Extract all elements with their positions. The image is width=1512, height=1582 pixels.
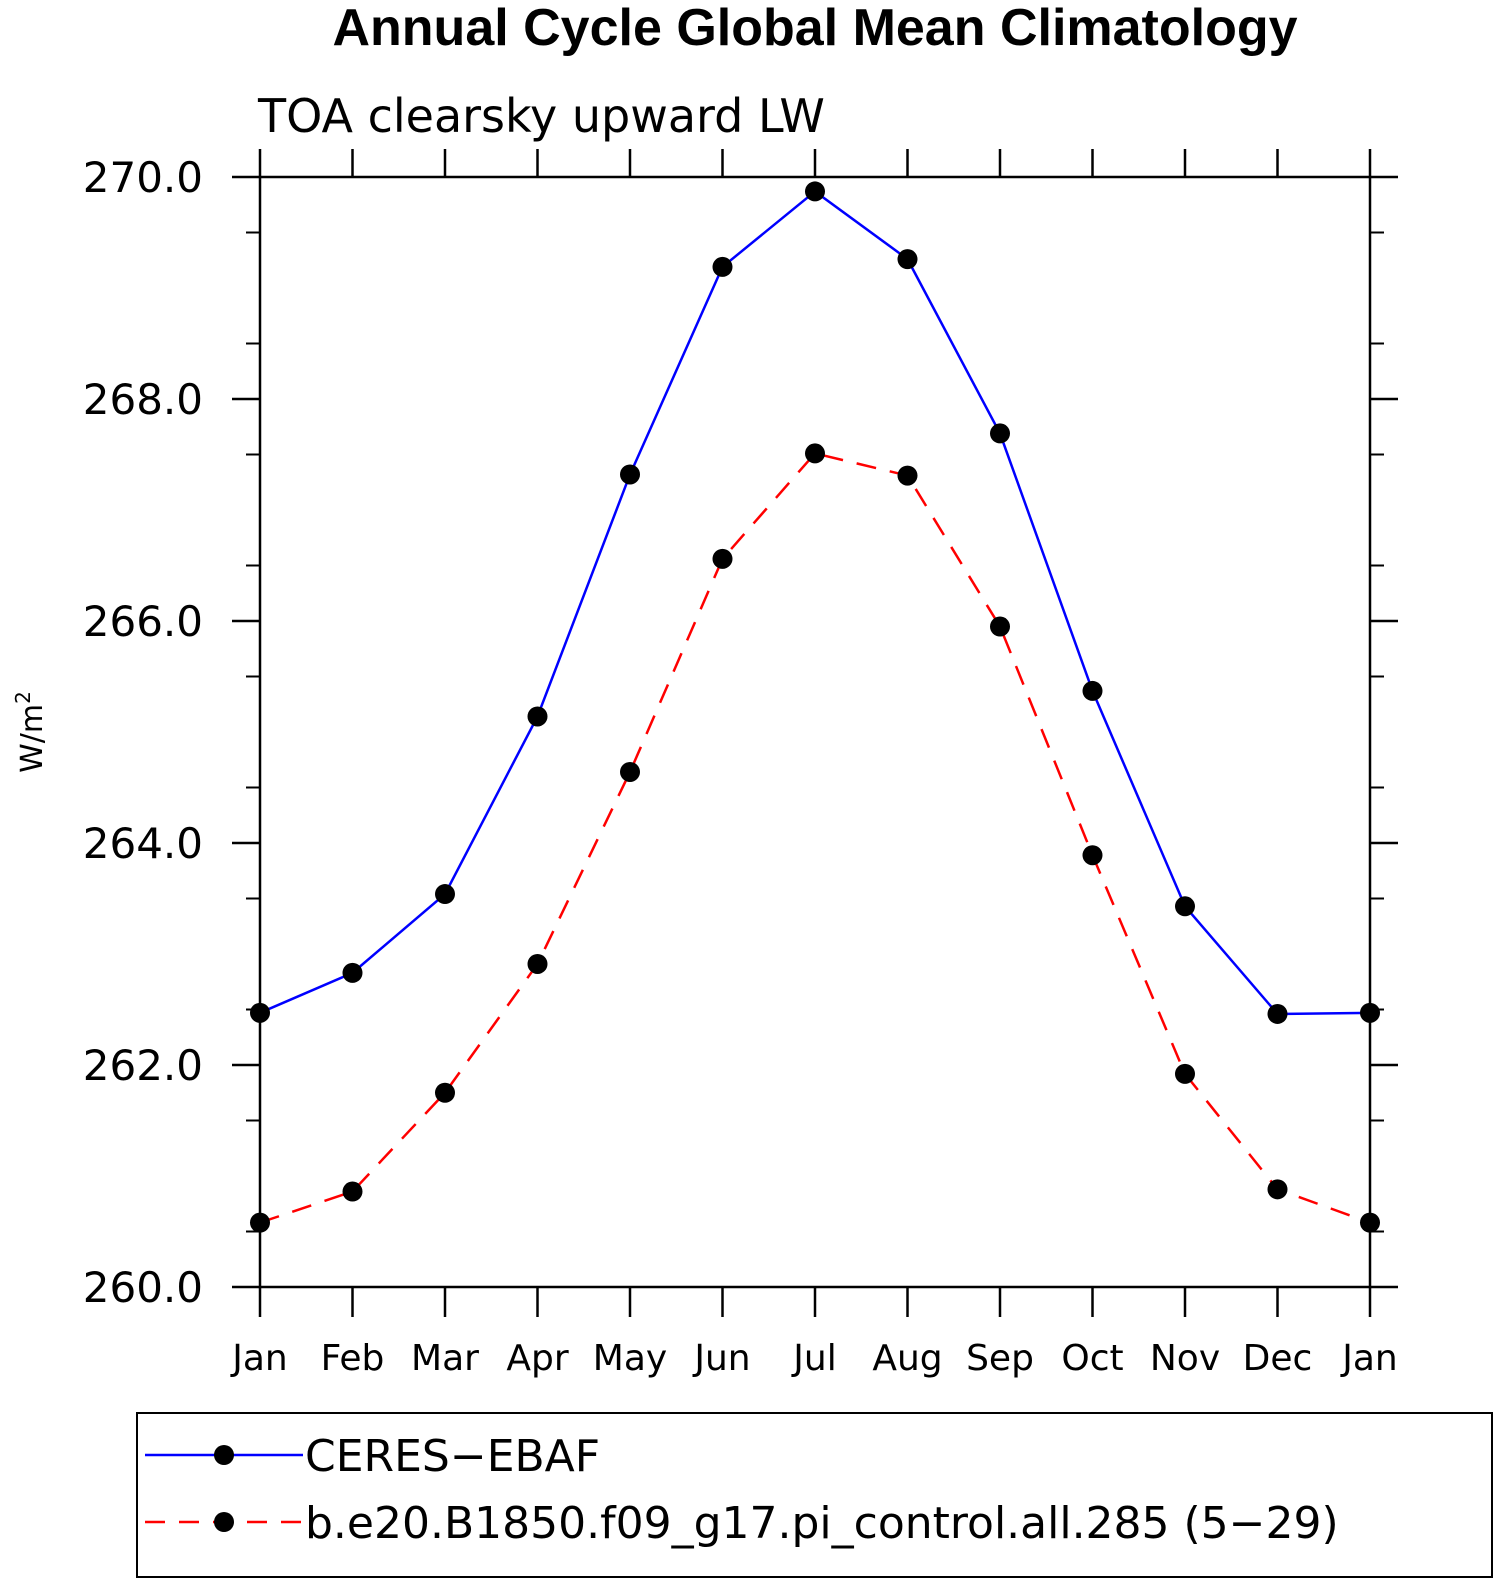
legend-label-1: CERES−EBAF: [305, 1431, 600, 1482]
legend-label-2: b.e20.B1850.f09_g17.pi_control.all.285 (…: [305, 1498, 1339, 1549]
data-point-series-1: [1360, 1002, 1380, 1023]
x-tick-label: Jun: [692, 1338, 750, 1379]
series-line-2: [259, 451, 1371, 1224]
legend-box: [136, 1412, 1493, 1578]
data-point-series-1: [712, 256, 733, 277]
data-point-series-2: [435, 1082, 455, 1103]
data-point-series-1: [342, 962, 363, 983]
y-tick-label: 266.0: [83, 597, 203, 646]
chart-title: Annual Cycle Global Mean Climatology: [332, 0, 1297, 57]
x-tick-label: Apr: [506, 1338, 568, 1379]
y-axis-label-text: W/m: [15, 704, 50, 773]
data-point-series-1: [1082, 680, 1103, 701]
x-tick-label: Mar: [411, 1338, 479, 1379]
data-point-series-1: [1175, 896, 1195, 917]
y-tick-label: 270.0: [83, 153, 203, 202]
x-tick-label: Jan: [1340, 1338, 1398, 1379]
axes: 260.0 262.0 264.0 266.0 268.0 270.0 Jan Feb Mar A…: [83, 149, 1398, 1379]
x-tick-label: Dec: [1243, 1338, 1313, 1379]
data-point-series-1: [250, 1002, 270, 1023]
y-tick-label: 262.0: [83, 1041, 203, 1090]
data-point-series-2: [990, 616, 1010, 637]
data-point-series-1: [897, 249, 918, 270]
y-tick-label: 264.0: [83, 819, 203, 868]
x-tick-label: Oct: [1061, 1338, 1123, 1379]
x-tick-label: Feb: [321, 1338, 385, 1379]
series-line-1: [259, 189, 1371, 1016]
data-point-series-2: [250, 1212, 270, 1233]
data-point-series-2: [805, 443, 825, 464]
data-point-series-1: [990, 423, 1010, 444]
data-point-series-1: [1267, 1003, 1288, 1024]
data-point-series-2: [897, 465, 918, 486]
series-layer: [250, 181, 1380, 1233]
data-point-series-1: [527, 706, 548, 727]
x-tick-label: May: [593, 1338, 667, 1379]
data-point-series-1: [435, 884, 455, 905]
x-tick-label: Jan: [230, 1338, 288, 1379]
data-point-series-2: [1267, 1179, 1288, 1200]
legend-marker-1: [214, 1445, 234, 1465]
y-tick-label: 260.0: [83, 1263, 203, 1312]
svg-text:W/m2: W/m2: [11, 691, 50, 773]
legend: CERES−EBAF b.e20.B1850.f09_g17.pi_control…: [145, 1431, 1339, 1549]
y-tick-label: 268.0: [83, 375, 203, 424]
y-axis-label-superscript: 2: [11, 691, 35, 704]
y-axis-label: W/m2: [11, 691, 50, 773]
data-point-series-2: [527, 953, 548, 974]
data-point-series-1: [620, 464, 640, 485]
data-point-series-2: [1082, 845, 1103, 866]
legend-marker-2: [214, 1512, 234, 1532]
plot-frame: [258, 175, 1372, 1289]
data-point-series-2: [1360, 1212, 1380, 1233]
x-tick-label: Aug: [872, 1338, 942, 1379]
data-point-series-2: [342, 1181, 363, 1202]
data-point-series-2: [712, 548, 733, 569]
data-point-series-2: [1175, 1063, 1195, 1084]
data-point-series-1: [805, 181, 825, 202]
x-tick-label: Jul: [791, 1338, 836, 1379]
x-tick-label: Sep: [966, 1338, 1034, 1379]
chart-subtitle: TOA clearsky upward LW: [257, 89, 825, 143]
x-tick-label: Nov: [1150, 1338, 1220, 1379]
data-point-series-2: [620, 761, 640, 782]
